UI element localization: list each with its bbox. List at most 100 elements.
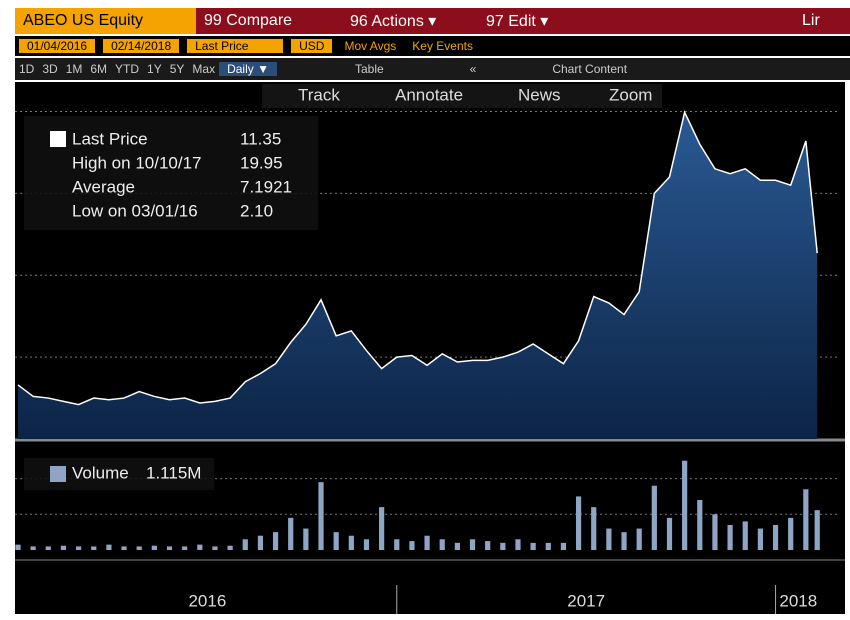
volume-bar xyxy=(318,482,324,550)
volume-bar xyxy=(348,535,354,550)
volume-bar xyxy=(151,545,157,550)
volume-bar xyxy=(182,546,188,550)
volume-bar xyxy=(636,528,642,550)
volume-bar xyxy=(621,532,627,550)
tool-button[interactable]: Annotate xyxy=(395,85,463,104)
field[interactable]: Last Price xyxy=(187,39,284,53)
line[interactable]: Lir xyxy=(802,12,820,29)
price-area xyxy=(18,112,818,439)
legend-label: Last Price xyxy=(72,129,148,148)
volume-bar xyxy=(697,500,703,550)
volume-bar xyxy=(60,545,67,550)
tool-button[interactable]: Zoom xyxy=(609,85,652,104)
volume-bar xyxy=(288,517,294,550)
volume-bar xyxy=(227,545,233,550)
volume-bar xyxy=(606,528,612,550)
volume-bar xyxy=(772,525,779,550)
x-tick-label: 2016 xyxy=(188,591,226,610)
legend-swatch xyxy=(50,466,66,482)
tool-button[interactable]: News xyxy=(518,85,561,104)
range-bar: 1D 3D 1M 6M YTD 1Y 5Y Max Daily ▼ Table « Chart Con… xyxy=(15,58,850,80)
volume-bar xyxy=(651,485,657,550)
volume-bar xyxy=(136,546,142,550)
volume-bar xyxy=(30,546,36,550)
volume-bar xyxy=(121,546,127,550)
table[interactable]: Table xyxy=(354,62,384,76)
volume-bar xyxy=(545,542,551,550)
volume-bar xyxy=(91,546,97,550)
volume-bar xyxy=(106,544,112,550)
range-button[interactable]: Max xyxy=(192,62,216,76)
volume-bar xyxy=(76,546,82,550)
range-button[interactable]: YTD xyxy=(115,62,140,76)
legend-label: Low on 03/01/16 xyxy=(72,201,198,220)
volume-bar xyxy=(424,535,430,550)
volume-bar xyxy=(591,507,597,550)
x-tick-label: 2018 xyxy=(779,591,817,610)
volume-bar xyxy=(212,546,218,550)
volume-bar xyxy=(712,514,718,550)
volume-bar xyxy=(530,542,536,550)
volume-bar xyxy=(666,517,673,550)
edit[interactable]: 97 Edit ▾ xyxy=(486,13,549,30)
volume-bar xyxy=(197,544,203,550)
mov-avgs[interactable]: Mov Avgs xyxy=(344,39,397,53)
compare[interactable]: 99 Compare xyxy=(204,12,293,29)
legend-label: Average xyxy=(72,177,135,196)
volume-bar xyxy=(560,542,567,550)
collapse[interactable]: « xyxy=(469,62,477,76)
volume-bar xyxy=(742,521,748,550)
volume-bar xyxy=(757,528,763,550)
volume-bar xyxy=(788,517,794,550)
volume-bar xyxy=(166,546,173,550)
x-tick-label: 2017 xyxy=(567,591,605,610)
range-button[interactable]: 1M xyxy=(65,62,83,76)
actions[interactable]: 96 Actions ▾ xyxy=(350,13,437,30)
range-button[interactable]: 5Y xyxy=(169,62,185,76)
start-date[interactable]: 01/04/2016 xyxy=(19,39,96,53)
currency[interactable]: USD xyxy=(291,39,333,53)
volume-bar xyxy=(242,539,248,550)
end-date[interactable]: 02/14/2018 xyxy=(103,39,180,53)
price-line xyxy=(17,110,818,406)
legend-value: 19.95 xyxy=(240,153,283,172)
volume-bar xyxy=(272,532,279,550)
legend-label: High on 10/10/17 xyxy=(72,153,202,172)
tool-bar xyxy=(262,84,662,108)
volume-bar xyxy=(409,541,415,550)
volume-bar xyxy=(727,525,733,550)
volume-bar xyxy=(803,489,809,550)
range-button[interactable]: 3D xyxy=(42,62,58,76)
key-events[interactable]: Key Events xyxy=(412,39,473,53)
volume-bar xyxy=(303,528,309,550)
legend-value: 2.10 xyxy=(240,201,273,220)
volume-bar xyxy=(379,507,385,550)
volume-bar xyxy=(682,460,688,550)
title-bar: ABEO US Equity 99 Compare 96 Actions ▾ 9… xyxy=(15,8,850,34)
legend-swatch xyxy=(50,131,66,147)
volume-bar xyxy=(515,539,521,550)
volume-bar xyxy=(394,539,400,550)
chart-content[interactable]: Chart Content xyxy=(552,62,628,76)
volume-bar xyxy=(500,542,506,550)
volume-bar xyxy=(257,535,264,550)
volume-bar xyxy=(439,539,445,550)
legend-value: 7.1921 xyxy=(240,177,292,196)
range-button[interactable]: 1D xyxy=(19,62,35,76)
volume-bar xyxy=(575,496,582,550)
legend-value: 11.35 xyxy=(240,129,281,148)
volume-bar xyxy=(45,546,51,550)
volume-bar xyxy=(814,510,820,550)
tool-button[interactable]: Track xyxy=(298,85,340,104)
volume-bar xyxy=(363,539,370,550)
settings-bar: 01/04/2016 02/14/2018 Last Price USD Mov… xyxy=(15,36,850,56)
period[interactable]: Daily ▼ xyxy=(219,62,277,76)
range-button[interactable]: 1Y xyxy=(147,62,162,76)
volume-bar xyxy=(15,544,21,550)
legend-box xyxy=(24,116,318,230)
security[interactable]: ABEO US Equity xyxy=(15,8,196,34)
volume-bar xyxy=(485,541,491,550)
range-button[interactable]: 6M xyxy=(90,62,108,76)
